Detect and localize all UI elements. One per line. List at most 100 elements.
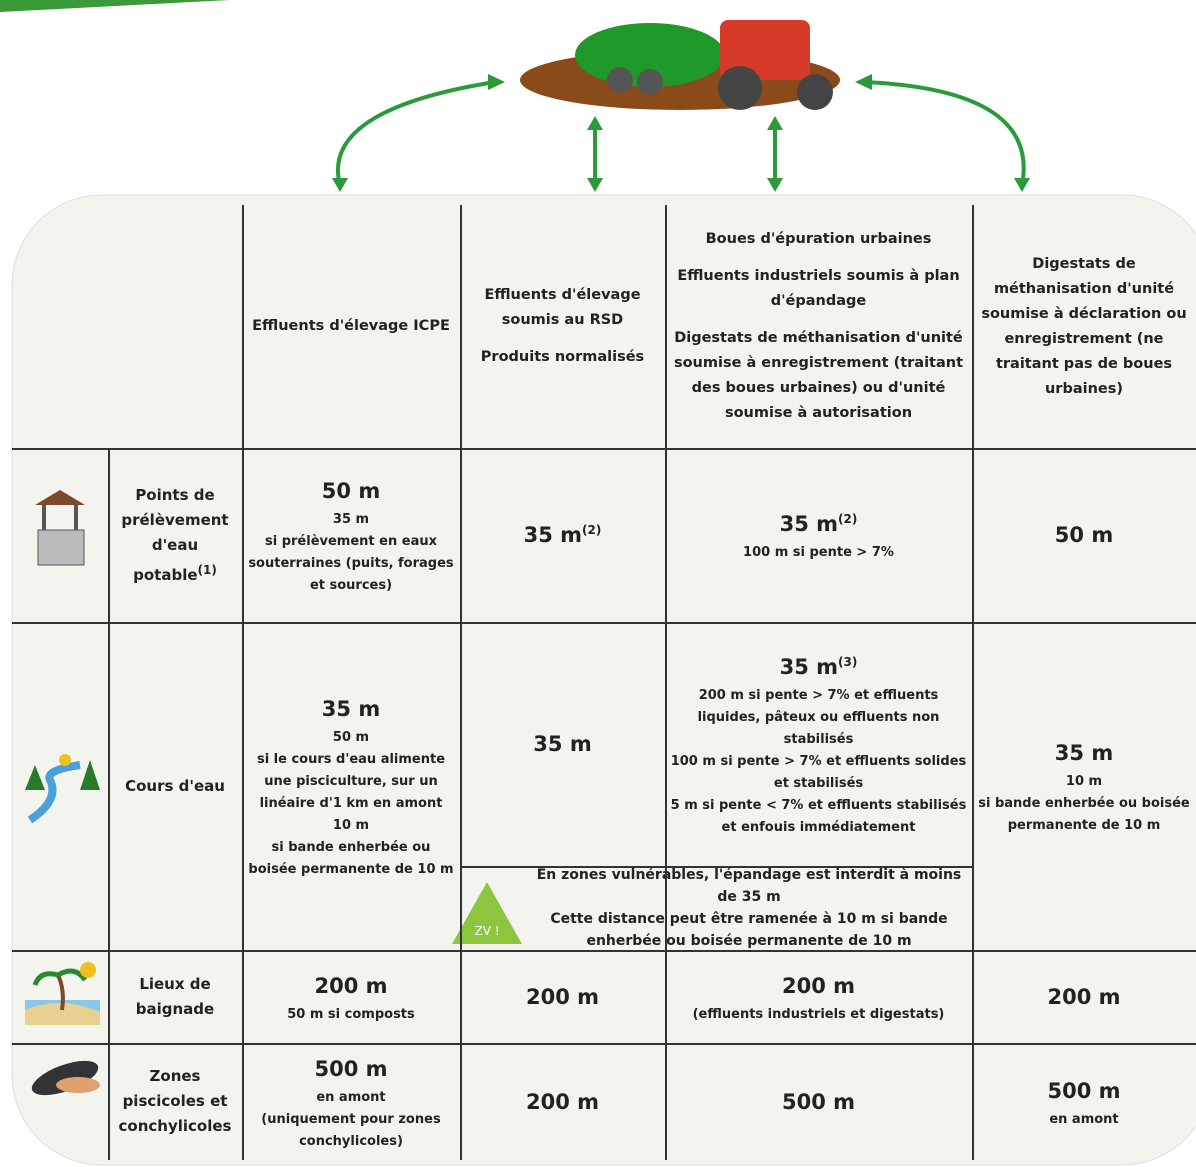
note: en amont	[1049, 1111, 1119, 1127]
value-cell: 50 m 35 m si prélèvement en eaux souterrai…	[242, 448, 460, 622]
well-icon	[35, 490, 85, 566]
note: 10 m	[332, 818, 370, 833]
rule	[972, 205, 974, 1160]
note: 50 m si composts	[287, 1006, 415, 1022]
value-text: 35 m	[779, 655, 839, 679]
note: 100 m si pente > 7% et effluents solides…	[670, 754, 967, 791]
value-cell: 500 m	[665, 1043, 972, 1160]
value: 200 m	[314, 974, 387, 998]
panel	[11, 194, 1196, 1166]
rule	[12, 950, 1196, 952]
value: 50 m	[1055, 523, 1113, 547]
value: 35 m	[322, 697, 380, 721]
value-cell: 35 m(3) 200 m si pente > 7% et effluents …	[665, 622, 972, 866]
header-text: Effluents d'élevage ICPE	[252, 318, 450, 334]
rule	[12, 448, 1196, 450]
value-cell: 500 m en amont (uniquement pour zones conc…	[242, 1043, 460, 1160]
row-label: Lieux de baignade	[108, 950, 242, 1043]
value: 500 m	[782, 1090, 855, 1114]
value-cell: 35 m 50 m si le cours d'eau alimente une p…	[242, 622, 460, 950]
value-cell: 200 m	[972, 950, 1196, 1043]
header-text: Effluents industriels soumis à plan d'ép…	[677, 268, 960, 309]
zv-icon-text: ZV !	[474, 924, 500, 938]
river-icon	[25, 754, 100, 824]
value: 200 m	[1047, 985, 1120, 1009]
label-text: Zones piscicoles et conchylicoles	[118, 1067, 232, 1135]
value: 50 m	[322, 479, 380, 503]
value-cell: 200 m	[460, 1043, 665, 1160]
value: 200 m	[782, 974, 855, 998]
tractor-image	[520, 20, 840, 110]
label: Lieux de baignade	[112, 972, 238, 1022]
row-label: Zones piscicoles et conchylicoles	[108, 1043, 242, 1160]
note: si prélèvement en eaux souterraines (pui…	[248, 534, 454, 593]
note: (effluents industriels et digestats)	[692, 1006, 945, 1022]
note: si le cours d'eau alimente une piscicult…	[256, 752, 446, 811]
label: Zones piscicoles et conchylicoles	[112, 1064, 238, 1139]
note: 50 m	[332, 730, 370, 745]
label: Cours d'eau	[125, 774, 225, 799]
value-cell: 35 m(2)	[460, 448, 665, 622]
value-text: 500 m	[314, 1056, 388, 1081]
note: 200 m si pente > 7% et effluents liquide…	[697, 688, 940, 747]
label-text: Points de prélèvement d'eau potable	[121, 485, 229, 584]
value-text: 35 m	[1054, 741, 1114, 765]
note: 5 m si pente < 7% et effluents stabilisé…	[670, 798, 967, 835]
zv-line: Cette distance peut être ramenée à 10 m …	[550, 911, 948, 949]
value: 35 m	[1055, 741, 1113, 765]
header-text: Effluents d'élevage soumis au RSD	[484, 287, 641, 328]
note: en amont	[316, 1089, 386, 1105]
value-cell: 200 m	[460, 950, 665, 1043]
value-cell: 200 m (effluents industriels et digestats…	[665, 950, 972, 1043]
value-text: 200 m	[1047, 984, 1121, 1009]
label: Points de prélèvement d'eau potable(1)	[112, 483, 238, 588]
value-cell: 500 m en amont	[972, 1043, 1196, 1160]
superscript: (2)	[838, 512, 858, 526]
value: 35 m(3)	[780, 655, 858, 679]
value-cell: 200 m 50 m si composts	[242, 950, 460, 1043]
arrow-heads	[332, 74, 1030, 192]
header-text: Digestats de méthanisation d'unité soumi…	[981, 255, 1187, 397]
value-text: 35 m	[321, 697, 381, 721]
value: 35 m(2)	[780, 512, 858, 536]
label-text: Lieux de baignade	[135, 974, 215, 1018]
note: si bande enherbée ou boisée permanente d…	[248, 840, 454, 877]
note: 100 m si pente > 7%	[743, 545, 894, 560]
column-header: Boues d'épuration urbaines Effluents indu…	[665, 205, 972, 448]
value-text: 500 m	[781, 1089, 856, 1114]
value-text: 200 m	[525, 1089, 600, 1114]
value-cell: 35 m(2) 100 m si pente > 7%	[665, 448, 972, 622]
value: 35 m(2)	[524, 523, 602, 547]
value-text: 35 m	[523, 523, 583, 547]
rule	[460, 205, 462, 1160]
rule	[242, 205, 244, 1160]
label-text: Cours d'eau	[125, 776, 225, 795]
column-header: Effluents d'élevage soumis au RSD Produit…	[460, 205, 665, 448]
mussel-icon	[31, 1060, 100, 1096]
header-text: Boues d'épuration urbaines	[705, 231, 932, 247]
note: 35 m	[332, 512, 370, 527]
arrows	[336, 80, 1026, 186]
value-text: 200 m	[525, 984, 600, 1009]
value-text: 35 m	[533, 732, 592, 756]
value-text: 200 m	[781, 973, 856, 998]
value-cell: 35 m	[460, 622, 665, 866]
note: 10 m	[1065, 774, 1103, 789]
header-text: Produits normalisés	[480, 349, 645, 365]
value-cell: 50 m	[972, 448, 1196, 622]
value-text: 500 m	[1047, 1078, 1121, 1103]
value-text: 50 m	[321, 479, 381, 503]
value-text: 35 m	[779, 512, 839, 536]
superscript: (1)	[197, 562, 217, 577]
row-label: Cours d'eau	[108, 622, 242, 950]
rule	[460, 866, 972, 868]
header-text: Digestats de méthanisation d'unité soumi…	[673, 330, 964, 421]
value-text: 50 m	[1054, 523, 1114, 547]
row-label: Points de prélèvement d'eau potable(1)	[108, 448, 242, 622]
column-header: Digestats de méthanisation d'unité soumi…	[972, 205, 1196, 448]
superscript: (3)	[838, 655, 858, 669]
zv-note: En zones vulnérables, l'épandage est int…	[460, 866, 972, 950]
value: 500 m	[1047, 1079, 1120, 1103]
